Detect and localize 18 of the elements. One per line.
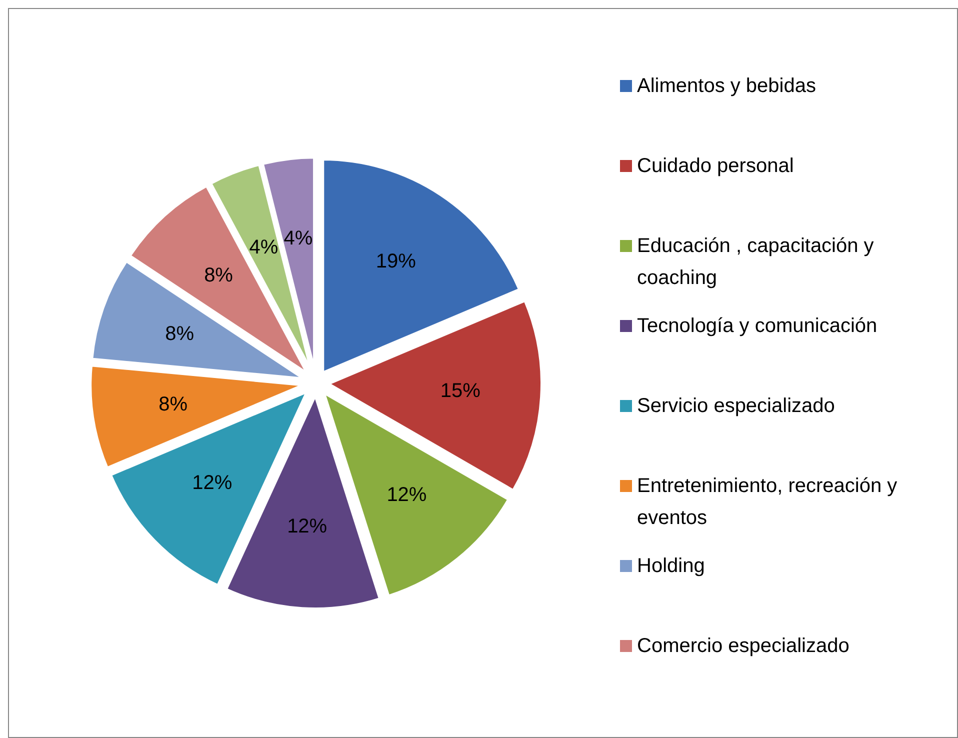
data-label: 8% bbox=[158, 393, 188, 416]
data-label: 8% bbox=[165, 323, 194, 346]
legend-label: Alimentos y bebidas bbox=[637, 75, 816, 98]
legend-label: Educación , capacitación y coaching bbox=[637, 235, 874, 290]
data-label: 12% bbox=[192, 472, 232, 494]
data-label: 4% bbox=[249, 236, 278, 258]
data-label: 12% bbox=[386, 484, 427, 506]
legend-label: Entretenimiento, recreación y eventos bbox=[637, 475, 898, 530]
data-label: 8% bbox=[204, 264, 234, 286]
data-label: 4% bbox=[284, 228, 313, 250]
legend-label: Tecnología y comunicación bbox=[637, 315, 878, 338]
legend-label: Cuidado personal bbox=[637, 155, 794, 178]
legend-label: Servicio especializado bbox=[637, 395, 835, 418]
data-label: 15% bbox=[440, 380, 481, 402]
data-label: 19% bbox=[376, 250, 416, 273]
data-label: 12% bbox=[287, 516, 328, 538]
legend-label: Holding bbox=[637, 555, 705, 578]
legend-label: Comercio especializado bbox=[637, 635, 850, 658]
